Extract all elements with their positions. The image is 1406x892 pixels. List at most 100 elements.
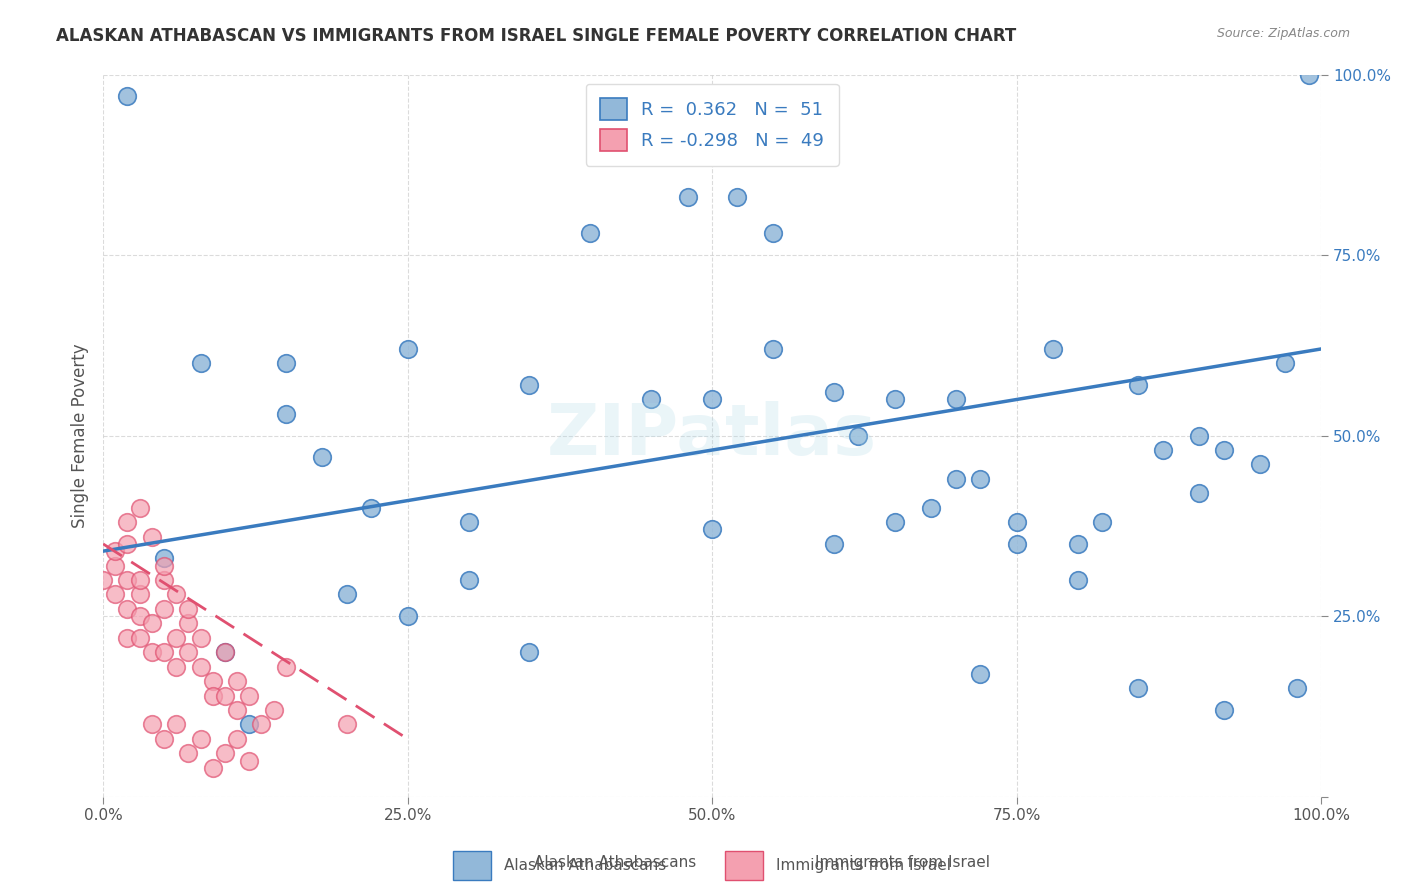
Point	[725, 190, 748, 204]
Point	[177, 645, 200, 659]
Point	[360, 500, 382, 515]
Point	[214, 645, 236, 659]
Text: Immigrants from Israel: Immigrants from Israel	[776, 858, 950, 872]
Point	[396, 342, 419, 356]
Point	[153, 602, 176, 616]
Point	[104, 587, 127, 601]
Point	[250, 717, 273, 731]
Point	[1188, 486, 1211, 500]
Point	[519, 378, 541, 392]
Point	[226, 674, 249, 689]
Point	[165, 587, 187, 601]
Point	[117, 573, 139, 587]
Point	[128, 609, 150, 624]
Point	[238, 754, 260, 768]
Point	[1249, 458, 1271, 472]
Text: Immigrants from Israel: Immigrants from Israel	[815, 855, 990, 870]
Point	[91, 573, 114, 587]
Point	[762, 227, 785, 241]
Point	[177, 747, 200, 761]
Point	[153, 645, 176, 659]
Point	[676, 190, 699, 204]
Point	[702, 523, 724, 537]
Point	[141, 645, 163, 659]
Point	[153, 573, 176, 587]
Point	[579, 227, 602, 241]
Text: Alaskan Athabascans: Alaskan Athabascans	[505, 858, 666, 872]
Point	[238, 689, 260, 703]
Point	[165, 659, 187, 673]
Point	[153, 558, 176, 573]
Point	[177, 616, 200, 631]
Point	[1285, 681, 1308, 696]
Point	[457, 573, 479, 587]
Point	[190, 659, 212, 673]
Point	[1212, 443, 1234, 458]
Point	[128, 631, 150, 645]
Point	[1091, 515, 1114, 529]
Point	[519, 645, 541, 659]
Text: ZIPatlas: ZIPatlas	[547, 401, 877, 470]
Point	[883, 515, 905, 529]
Point	[238, 717, 260, 731]
Point	[920, 500, 942, 515]
Point	[165, 631, 187, 645]
Point	[396, 609, 419, 624]
Point	[226, 731, 249, 746]
Point	[945, 392, 967, 407]
Point	[117, 537, 139, 551]
Point	[274, 356, 297, 370]
Point	[117, 631, 139, 645]
Point	[1188, 428, 1211, 442]
Point	[1212, 703, 1234, 717]
Point	[153, 551, 176, 566]
FancyBboxPatch shape	[453, 851, 492, 880]
Legend: R =  0.362   N =  51, R = -0.298   N =  49: R = 0.362 N = 51, R = -0.298 N = 49	[585, 84, 839, 166]
Point	[226, 703, 249, 717]
Point	[128, 587, 150, 601]
Point	[1298, 68, 1320, 82]
Point	[640, 392, 662, 407]
Text: Alaskan Athabascans: Alaskan Athabascans	[534, 855, 696, 870]
Point	[969, 667, 991, 681]
Point	[1005, 515, 1028, 529]
Text: ALASKAN ATHABASCAN VS IMMIGRANTS FROM ISRAEL SINGLE FEMALE POVERTY CORRELATION C: ALASKAN ATHABASCAN VS IMMIGRANTS FROM IS…	[56, 27, 1017, 45]
Point	[274, 407, 297, 421]
Point	[117, 515, 139, 529]
Point	[1066, 537, 1088, 551]
Point	[762, 342, 785, 356]
Point	[190, 631, 212, 645]
Point	[165, 717, 187, 731]
Point	[1042, 342, 1064, 356]
Point	[104, 558, 127, 573]
Point	[883, 392, 905, 407]
Point	[1128, 681, 1150, 696]
Point	[311, 450, 333, 465]
Point	[141, 616, 163, 631]
Point	[201, 689, 224, 703]
Point	[177, 602, 200, 616]
Point	[201, 674, 224, 689]
Point	[336, 717, 359, 731]
Point	[945, 472, 967, 486]
Point	[823, 385, 845, 400]
Point	[117, 602, 139, 616]
Point	[141, 717, 163, 731]
Point	[263, 703, 285, 717]
Point	[214, 747, 236, 761]
Point	[969, 472, 991, 486]
Y-axis label: Single Female Poverty: Single Female Poverty	[72, 343, 89, 528]
Point	[190, 731, 212, 746]
Point	[846, 428, 869, 442]
Point	[190, 356, 212, 370]
Point	[214, 689, 236, 703]
Point	[336, 587, 359, 601]
Point	[274, 659, 297, 673]
Point	[117, 89, 139, 103]
Point	[1066, 573, 1088, 587]
Point	[702, 392, 724, 407]
FancyBboxPatch shape	[725, 851, 763, 880]
Point	[1274, 356, 1296, 370]
Point	[128, 500, 150, 515]
Point	[214, 645, 236, 659]
